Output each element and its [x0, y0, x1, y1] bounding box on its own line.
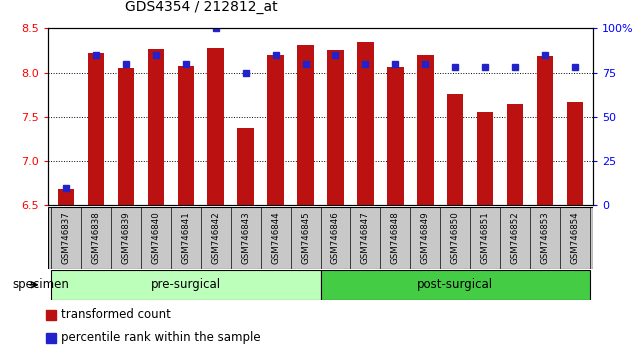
- Bar: [58, 188, 74, 205]
- Text: GSM746852: GSM746852: [511, 212, 520, 264]
- Text: pre-surgical: pre-surgical: [151, 278, 221, 291]
- Text: GSM746851: GSM746851: [481, 212, 490, 264]
- Text: GSM746845: GSM746845: [301, 212, 310, 264]
- Text: GSM746846: GSM746846: [331, 212, 340, 264]
- Text: GSM746849: GSM746849: [420, 212, 429, 264]
- Bar: [320, 270, 590, 300]
- Bar: [507, 103, 523, 205]
- Text: percentile rank within the sample: percentile rank within the sample: [61, 331, 261, 344]
- Bar: [537, 56, 553, 205]
- Bar: [387, 67, 404, 205]
- Text: GDS4354 / 212812_at: GDS4354 / 212812_at: [125, 0, 278, 14]
- Bar: [477, 112, 494, 205]
- Text: GSM746843: GSM746843: [241, 212, 250, 264]
- Text: GSM746839: GSM746839: [121, 212, 130, 264]
- Bar: [328, 51, 344, 205]
- Text: GSM746837: GSM746837: [62, 212, 71, 264]
- Text: GSM746844: GSM746844: [271, 212, 280, 264]
- Text: GSM746838: GSM746838: [92, 212, 101, 264]
- Bar: [267, 55, 284, 205]
- Bar: [567, 102, 583, 205]
- Bar: [297, 45, 313, 205]
- Text: transformed count: transformed count: [61, 308, 171, 321]
- Bar: [417, 55, 433, 205]
- Text: specimen: specimen: [13, 278, 70, 291]
- Text: GSM746847: GSM746847: [361, 212, 370, 264]
- Text: post-surgical: post-surgical: [417, 278, 494, 291]
- Text: GSM746853: GSM746853: [540, 212, 549, 264]
- Bar: [51, 270, 320, 300]
- Bar: [357, 42, 374, 205]
- Bar: [178, 67, 194, 205]
- Bar: [88, 53, 104, 205]
- Text: GSM746848: GSM746848: [391, 212, 400, 264]
- Bar: [118, 68, 134, 205]
- Text: GSM746840: GSM746840: [151, 212, 160, 264]
- Text: GSM746842: GSM746842: [212, 212, 221, 264]
- Bar: [208, 48, 224, 205]
- Text: GSM746850: GSM746850: [451, 212, 460, 264]
- Bar: [147, 49, 164, 205]
- Text: GSM746854: GSM746854: [570, 212, 579, 264]
- Bar: [237, 128, 254, 205]
- Bar: [447, 94, 463, 205]
- Text: GSM746841: GSM746841: [181, 212, 190, 264]
